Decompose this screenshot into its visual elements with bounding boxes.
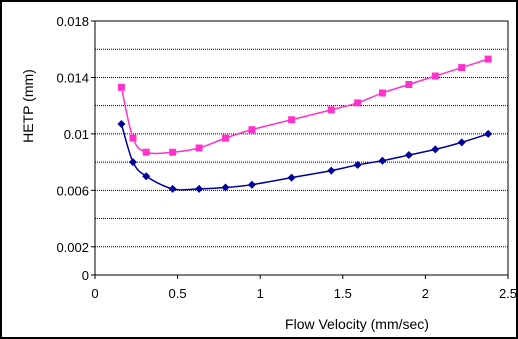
- y-tick-label: 0.006: [56, 183, 89, 198]
- diamond-marker: [247, 180, 256, 189]
- square-marker: [129, 134, 137, 142]
- square-marker: [195, 144, 203, 152]
- y-tick-label: 0: [82, 268, 89, 283]
- square-marker: [378, 89, 386, 97]
- diamond-marker: [404, 151, 413, 160]
- x-tick-label: 1.5: [334, 286, 352, 301]
- x-tick-label: 2.5: [499, 286, 517, 301]
- diamond-marker: [353, 160, 362, 169]
- x-tick-label: 0: [91, 286, 98, 301]
- y-axis: 0 0.002 0.006 0.01 0.014 0.018: [56, 14, 95, 283]
- x-tick-label: 1: [257, 286, 264, 301]
- diamond-marker: [168, 184, 177, 193]
- y-tick-label: 0.018: [56, 14, 89, 29]
- square-marker: [169, 148, 177, 156]
- y-tick-label: 0.014: [56, 70, 89, 85]
- diamond-marker: [142, 172, 151, 181]
- y-axis-label: HETP (mm): [20, 69, 36, 143]
- x-tick-label: 0.5: [169, 286, 187, 301]
- x-axis-label: Flow Velocity (mm/sec): [285, 316, 429, 332]
- square-marker: [327, 106, 335, 114]
- diamond-marker: [195, 184, 204, 193]
- square-marker: [431, 72, 439, 80]
- diamond-marker: [457, 138, 466, 147]
- plot-area: [94, 20, 509, 276]
- square-marker: [484, 55, 492, 63]
- diamond-marker: [117, 120, 126, 129]
- diamond-marker: [221, 183, 230, 192]
- square-marker: [117, 83, 125, 91]
- square-marker: [458, 64, 466, 72]
- square-marker: [354, 99, 362, 107]
- square-marker: [142, 148, 150, 156]
- grid-lines: [95, 20, 508, 248]
- square-marker: [222, 134, 230, 142]
- y-tick-label: 0.002: [56, 240, 89, 255]
- x-tick-label: 2: [422, 286, 429, 301]
- series-layer: [117, 55, 493, 193]
- x-axis: 0 0.5 1 1.5 2 2.5: [91, 275, 517, 301]
- diamond-marker: [484, 129, 493, 138]
- diamond-marker: [287, 173, 296, 182]
- diamond-marker: [378, 156, 387, 165]
- y-tick-label: 0.01: [64, 127, 89, 142]
- diamond-marker: [128, 158, 137, 167]
- diamond-marker: [431, 145, 440, 154]
- diamond-marker: [327, 166, 336, 175]
- square-marker: [248, 126, 256, 134]
- square-marker: [405, 81, 413, 88]
- square-marker: [288, 116, 296, 124]
